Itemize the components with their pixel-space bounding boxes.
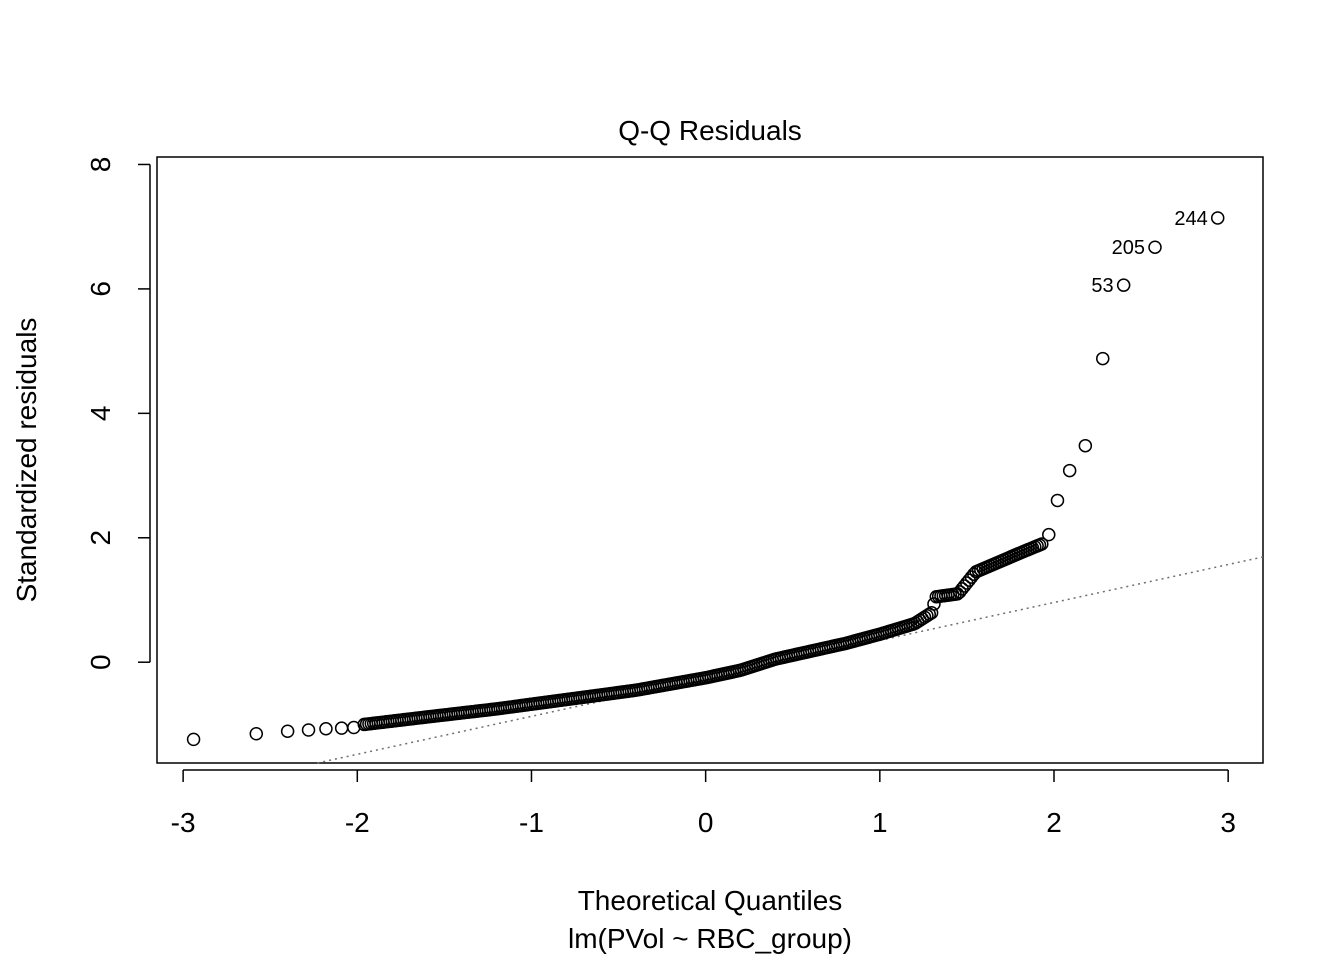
data-point <box>1096 351 1110 366</box>
point-label: 244 <box>1174 208 1207 230</box>
y-tick-label: 4 <box>85 406 116 422</box>
y-tick-label: 6 <box>85 281 116 297</box>
point-label: 205 <box>1112 237 1145 259</box>
data-point <box>186 732 201 747</box>
data-point <box>319 722 333 736</box>
y-tick-label: 0 <box>85 654 116 670</box>
data-point <box>1078 438 1093 453</box>
x-tick-label: -3 <box>171 807 196 838</box>
point-labels: 244 205 53 <box>1091 208 1207 297</box>
y-tick-label: 8 <box>85 157 116 173</box>
data-point <box>924 605 939 620</box>
data-point <box>1050 493 1065 508</box>
chart-subtitle: lm(PVol ~ RBC_group) <box>568 923 852 954</box>
point-label: 53 <box>1091 275 1113 297</box>
y-axis: 0 2 4 6 8 <box>85 157 151 670</box>
x-tick-label: 0 <box>698 807 714 838</box>
x-axis-label: Theoretical Quantiles <box>578 885 843 916</box>
data-point <box>301 723 316 737</box>
data-point <box>280 724 295 739</box>
x-tick-label: 1 <box>872 807 888 838</box>
x-tick-label: -2 <box>345 807 370 838</box>
data-point <box>1116 278 1131 292</box>
chart-title: Q-Q Residuals <box>618 115 802 146</box>
x-tick-label: 2 <box>1046 807 1062 838</box>
data-point <box>927 597 941 611</box>
data-point <box>950 587 965 601</box>
data-point <box>1148 240 1162 254</box>
data-point <box>249 727 264 741</box>
data-point <box>1062 463 1077 478</box>
data-point <box>1035 537 1049 551</box>
x-tick-label: -1 <box>519 807 544 838</box>
x-tick-label: 3 <box>1220 807 1236 838</box>
y-axis-label: Standardized residuals <box>11 318 42 603</box>
data-points <box>186 211 1225 747</box>
data-point <box>1210 211 1225 225</box>
y-tick-label: 2 <box>85 530 116 546</box>
plot-frame <box>156 156 1264 764</box>
data-point <box>1042 527 1056 542</box>
x-axis: -3 -2 -1 0 1 2 3 <box>171 769 1236 838</box>
